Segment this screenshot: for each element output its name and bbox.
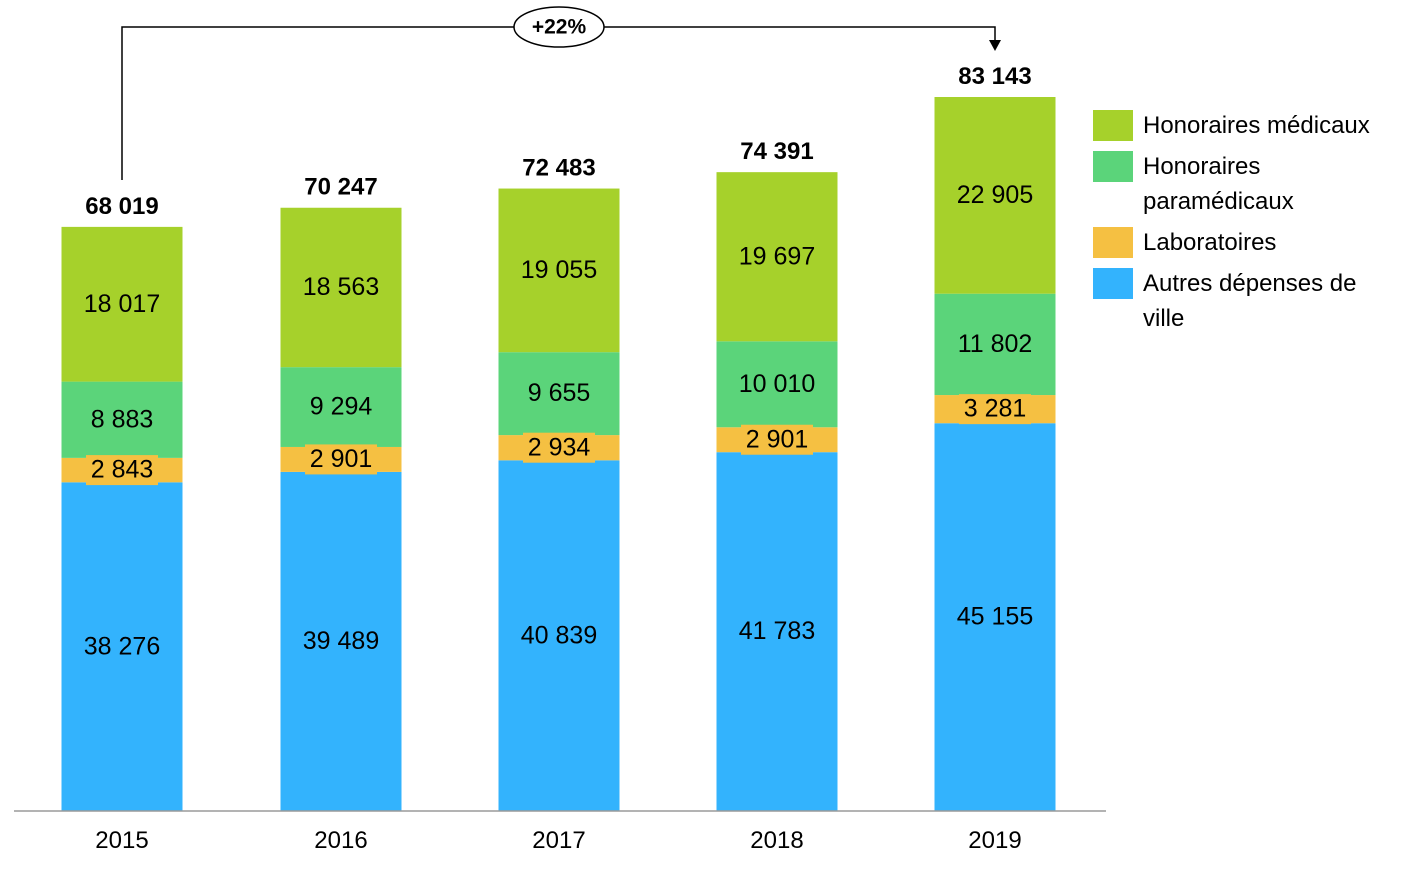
total-label-2017: 72 483 — [522, 155, 595, 182]
bar-honoraires-paramedicaux-2019 — [934, 293, 1056, 396]
x-tick-2015: 2015 — [95, 827, 148, 854]
legend-label-laboratoires: Laboratoires — [1143, 229, 1277, 256]
label-autres-depenses-de-ville-2016: 39 489 — [303, 627, 379, 655]
label-box-laboratoires-2017 — [523, 432, 595, 463]
bar-honoraires-paramedicaux-2015 — [61, 381, 183, 458]
label-autres-depenses-de-ville-2018: 41 783 — [739, 617, 815, 645]
bar-autres-depenses-de-ville-2016 — [280, 471, 402, 811]
bar-honoraires-medicaux-2018 — [716, 172, 838, 342]
label-laboratoires-2016: 2 901 — [310, 445, 373, 473]
bar-autres-depenses-de-ville-2018 — [716, 452, 838, 811]
x-ticks-group: 2015 2016 2017 2018 2019 — [95, 827, 1021, 854]
label-honoraires-paramedicaux-2015: 8 883 — [91, 405, 154, 433]
label-honoraires-medicaux-2017: 19 055 — [521, 256, 597, 284]
legend-label-autres-depenses: Autres dépenses de ville — [1143, 270, 1357, 332]
legend-item-honoraires-medicaux: Honoraires médicaux — [1093, 108, 1403, 143]
x-tick-2017: 2017 — [532, 827, 585, 854]
legend-item-autres-depenses: Autres dépenses de ville — [1093, 266, 1403, 336]
total-label-2015: 68 019 — [85, 193, 158, 220]
growth-arrowhead — [989, 40, 1001, 51]
legend-swatch-honoraires-medicaux — [1093, 110, 1133, 141]
label-autres-depenses-de-ville-2017: 40 839 — [521, 621, 597, 649]
bars-group — [61, 97, 1056, 811]
label-laboratoires-2019: 3 281 — [964, 395, 1027, 423]
legend-item-laboratoires: Laboratoires — [1093, 225, 1403, 260]
bar-honoraires-medicaux-2019 — [934, 97, 1056, 294]
label-honoraires-medicaux-2019: 22 905 — [957, 181, 1033, 209]
legend-swatch-autres-depenses — [1093, 268, 1133, 299]
label-autres-depenses-de-ville-2019: 45 155 — [957, 603, 1033, 631]
label-box-laboratoires-2019 — [959, 394, 1031, 425]
label-honoraires-paramedicaux-2019: 11 802 — [958, 330, 1033, 358]
label-honoraires-paramedicaux-2016: 9 294 — [310, 393, 373, 421]
bar-honoraires-medicaux-2015 — [61, 226, 183, 382]
bar-autres-depenses-de-ville-2015 — [61, 482, 183, 811]
label-box-laboratoires-2015 — [86, 455, 158, 486]
label-honoraires-paramedicaux-2017: 9 655 — [528, 379, 591, 407]
x-tick-2016: 2016 — [314, 827, 367, 854]
label-autres-depenses-de-ville-2015: 38 276 — [84, 632, 160, 660]
label-honoraires-paramedicaux-2018: 10 010 — [739, 370, 815, 398]
label-laboratoires-2015: 2 843 — [91, 456, 154, 484]
bar-honoraires-paramedicaux-2017 — [498, 352, 620, 436]
legend: Honoraires médicaux Honoraires paramédic… — [1093, 108, 1403, 342]
label-honoraires-medicaux-2015: 18 017 — [84, 290, 160, 318]
total-label-2018: 74 391 — [740, 138, 813, 165]
bar-autres-depenses-de-ville-2019 — [934, 423, 1056, 811]
legend-item-honoraires-paramedicaux: Honoraires paramédicaux — [1093, 149, 1403, 219]
label-laboratoires-2017: 2 934 — [528, 433, 591, 461]
labels-group: 38 276 2 843 8 883 18 017 68 019 39 489 2 901 9… — [84, 63, 1033, 660]
legend-label-honoraires-medicaux: Honoraires médicaux — [1143, 112, 1370, 139]
label-honoraires-medicaux-2018: 19 697 — [739, 242, 815, 270]
legend-swatch-honoraires-paramedicaux — [1093, 151, 1133, 182]
bar-honoraires-paramedicaux-2016 — [280, 367, 402, 447]
legend-label-honoraires-paramedicaux: Honoraires paramédicaux — [1143, 153, 1294, 215]
total-label-2019: 83 143 — [958, 63, 1031, 90]
bar-honoraires-medicaux-2017 — [498, 188, 620, 353]
bar-autres-depenses-de-ville-2017 — [498, 460, 620, 811]
label-box-laboratoires-2018 — [741, 424, 813, 455]
growth-ellipse — [513, 6, 605, 48]
legend-swatch-laboratoires — [1093, 227, 1133, 258]
x-tick-2018: 2018 — [750, 827, 803, 854]
label-honoraires-medicaux-2016: 18 563 — [303, 273, 379, 301]
growth-annotation: +22% — [121, 6, 1001, 180]
growth-label: +22% — [532, 16, 587, 39]
label-laboratoires-2018: 2 901 — [746, 425, 809, 453]
label-box-laboratoires-2016 — [305, 444, 377, 475]
total-label-2016: 70 247 — [304, 174, 377, 201]
bar-honoraires-paramedicaux-2018 — [716, 341, 838, 428]
bar-honoraires-medicaux-2016 — [280, 207, 402, 368]
x-tick-2019: 2019 — [968, 827, 1021, 854]
